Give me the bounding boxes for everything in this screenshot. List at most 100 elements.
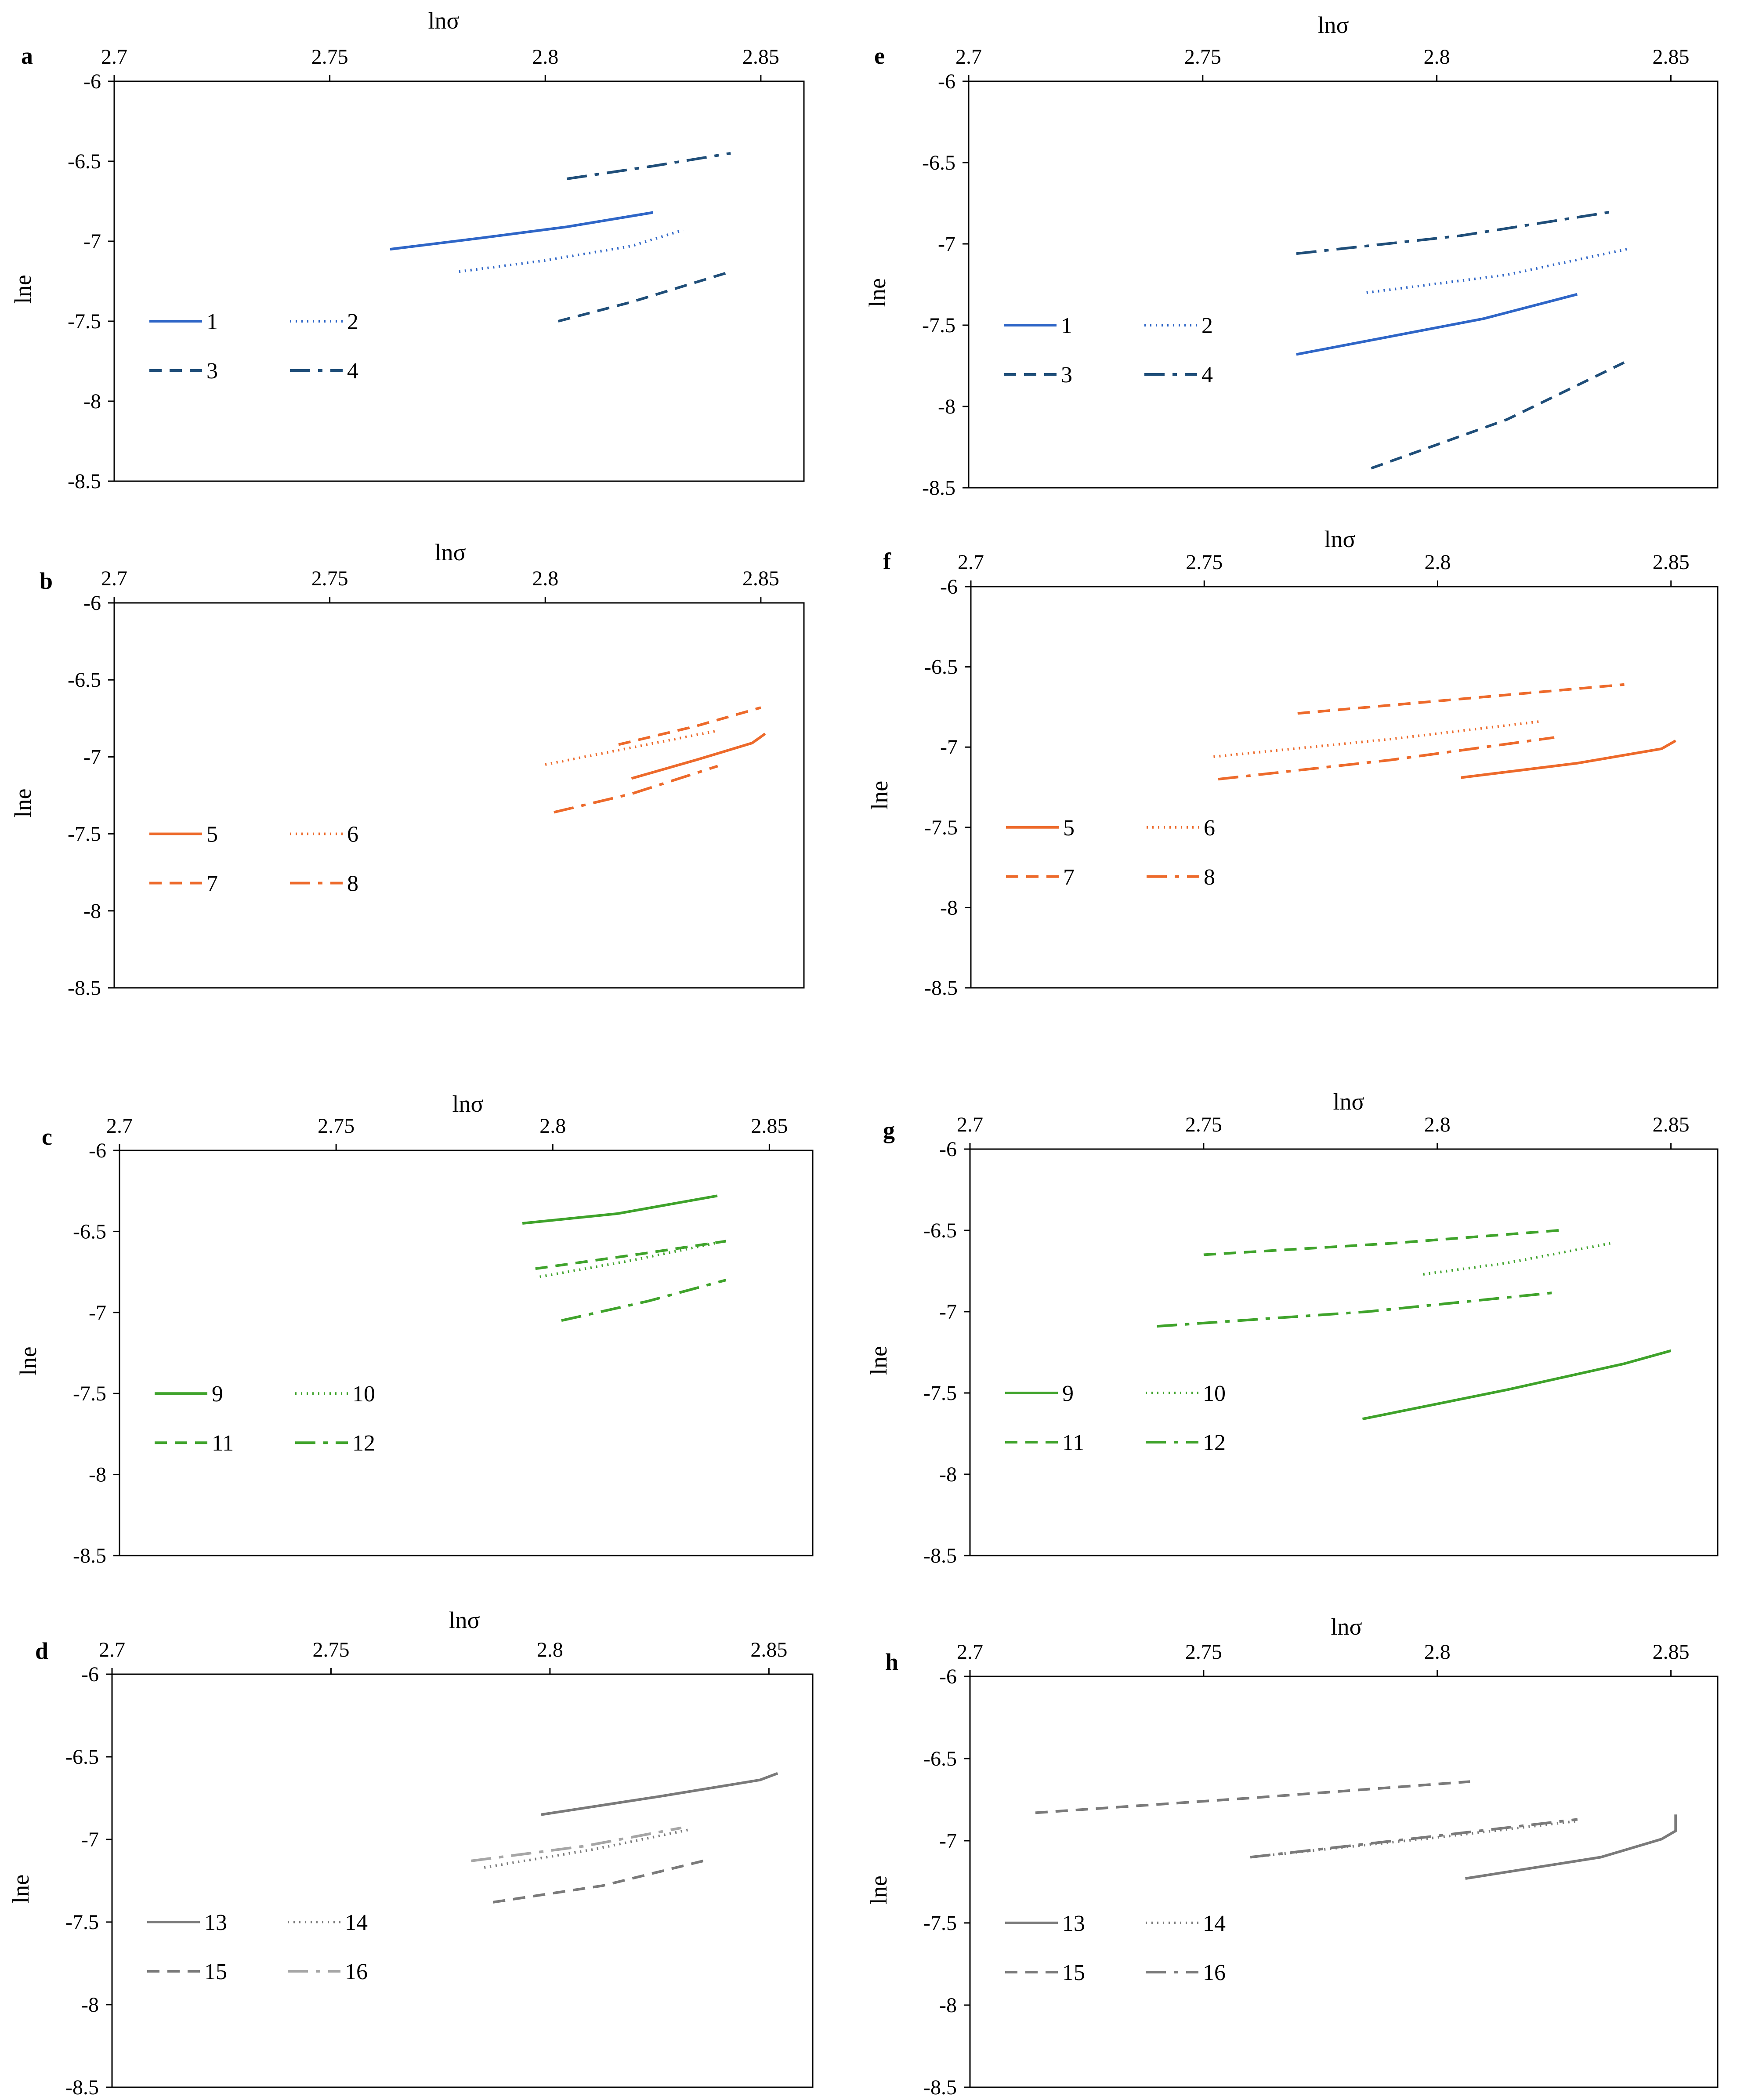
y-tick-label: -7: [939, 1829, 957, 1853]
legend-label-14: 14: [345, 1910, 368, 1935]
y-tick-label: -6.5: [68, 150, 101, 173]
chart-panel-a: a lnσ lne 2.7 2.75 2.8 2.85 -6 -6.5 -7 -7.5 -8 -8.5 1…: [10, 7, 805, 493]
legend-label-10: 10: [1203, 1381, 1226, 1406]
x-tick-label: 2.85: [1653, 1640, 1690, 1664]
plot-frame: [111, 1673, 814, 2088]
y-tick-label: -6: [81, 1663, 99, 1686]
x-tick-label: 2.8: [539, 1114, 566, 1138]
series-line-14: [484, 1828, 691, 1869]
y-tick-label: -7: [89, 1301, 106, 1324]
x-tick-label: 2.75: [1184, 45, 1221, 69]
y-tick-label: -8: [939, 1463, 957, 1486]
plot-frame: [968, 80, 1719, 489]
legend-label-4: 4: [347, 359, 358, 384]
legend-label-3: 3: [1061, 363, 1072, 388]
legend-label-7: 7: [1063, 865, 1075, 890]
series-line-10: [539, 1241, 718, 1278]
legend-label-10: 10: [352, 1382, 375, 1407]
panel-letter: f: [883, 548, 891, 574]
x-axis-title: lnσ: [452, 1091, 483, 1117]
x-tick-label: 2.8: [1424, 1640, 1451, 1664]
chart-panel-e: e lnσ lne 2.7 2.75 2.8 2.85 -6 -6.5 -7 -7.5 -8 -8.5 1…: [864, 12, 1719, 500]
legend-label-7: 7: [206, 871, 218, 896]
x-tick-label: 2.75: [1186, 551, 1223, 574]
x-tick-label: 2.7: [101, 567, 127, 590]
x-tick-label: 2.7: [99, 1638, 125, 1661]
legend-label-3: 3: [206, 359, 218, 384]
series-line-9: [1362, 1349, 1672, 1421]
y-tick-label: -7.5: [923, 1911, 957, 1935]
x-axis-title: lnσ: [1333, 1088, 1364, 1115]
legend-label-2: 2: [347, 309, 358, 334]
y-axis-title: lne: [865, 1875, 892, 1904]
y-tick-label: -7: [938, 232, 955, 256]
y-tick-label: -7: [81, 1828, 99, 1851]
series-line-12: [561, 1279, 727, 1322]
x-axis-title: lnσ: [434, 539, 466, 566]
panel-letter: c: [42, 1124, 52, 1150]
x-tick-label: 2.7: [101, 45, 127, 69]
y-tick-label: -6.5: [923, 1219, 957, 1242]
legend-label-2: 2: [1201, 313, 1213, 338]
x-tick-label: 2.8: [537, 1638, 563, 1661]
y-tick-label: -7.5: [68, 310, 101, 333]
series-line-10: [1423, 1242, 1610, 1276]
x-tick-label: 2.75: [311, 567, 348, 590]
y-tick-label: -8.5: [68, 976, 101, 1000]
legend-label-9: 9: [212, 1382, 223, 1407]
legend-label-5: 5: [206, 822, 218, 847]
panel-letter: e: [874, 43, 885, 69]
y-tick-label: -6.5: [68, 668, 101, 692]
chart-panel-h: h lnσ lne 2.7 2.75 2.8 2.85 -6 -6.5 -7 -7.5 -8 -8.5 1…: [865, 1614, 1719, 2099]
y-tick-label: -8.5: [73, 1544, 106, 1567]
chart-panel-c: c lnσ lne 2.7 2.75 2.8 2.85 -6 -6.5 -7 -7.5 -8 -8.5 9…: [15, 1091, 814, 1567]
x-tick-label: 2.8: [532, 45, 558, 69]
y-tick-label: -7.5: [68, 823, 101, 846]
series-line-11: [1203, 1229, 1559, 1256]
legend-label-11: 11: [212, 1431, 234, 1456]
series-line-15: [1035, 1780, 1470, 1814]
series-line-5: [631, 733, 766, 780]
y-tick-label: -7: [83, 230, 101, 253]
legend-label-8: 8: [1204, 865, 1215, 890]
x-tick-label: 2.7: [957, 1113, 983, 1136]
legend-label-15: 15: [1062, 1960, 1085, 1985]
legend-label-6: 6: [1204, 816, 1215, 841]
y-tick-label: -7.5: [924, 816, 958, 839]
y-tick-label: -6: [938, 70, 955, 93]
series-line-1: [1296, 293, 1578, 356]
series-line-8: [1218, 736, 1555, 781]
y-axis-title: lne: [7, 1875, 34, 1904]
series-line-7: [1297, 683, 1625, 715]
x-tick-label: 2.8: [1424, 1113, 1451, 1136]
y-tick-label: -6: [89, 1139, 106, 1162]
chart-panel-b: b lnσ lne 2.7 2.75 2.8 2.85 -6 -6.5 -7 -7.5 -8 -8.5 5…: [10, 539, 805, 1000]
x-tick-label: 2.7: [958, 551, 984, 574]
y-tick-label: -8: [83, 899, 101, 923]
series-line-16: [471, 1826, 682, 1862]
y-tick-label: -8.5: [68, 470, 101, 493]
series-line-13: [541, 1772, 778, 1816]
legend-label-13: 13: [204, 1910, 227, 1935]
legend-label-11: 11: [1062, 1430, 1084, 1455]
series-line-12: [1157, 1291, 1559, 1328]
series-line-3: [1371, 361, 1625, 470]
legend-label-12: 12: [352, 1431, 375, 1456]
x-tick-label: 2.85: [751, 1114, 788, 1138]
plot-frame: [970, 586, 1719, 989]
plot-frame: [119, 1150, 814, 1556]
y-tick-label: -7.5: [922, 314, 955, 337]
series-line-4: [566, 152, 731, 180]
plot-frame: [113, 602, 805, 989]
x-tick-label: 2.75: [312, 1638, 349, 1661]
y-axis-title: lne: [865, 1346, 892, 1375]
y-tick-label: -8.5: [922, 476, 955, 500]
legend-label-14: 14: [1203, 1911, 1226, 1936]
legend-label-4: 4: [1201, 363, 1213, 388]
legend-label-12: 12: [1203, 1430, 1226, 1455]
series-line-13: [1465, 1814, 1677, 1880]
series-line-9: [522, 1194, 718, 1225]
panel-letter: d: [35, 1638, 48, 1664]
y-tick-label: -7: [940, 736, 958, 759]
x-axis-title: lnσ: [449, 1607, 480, 1633]
